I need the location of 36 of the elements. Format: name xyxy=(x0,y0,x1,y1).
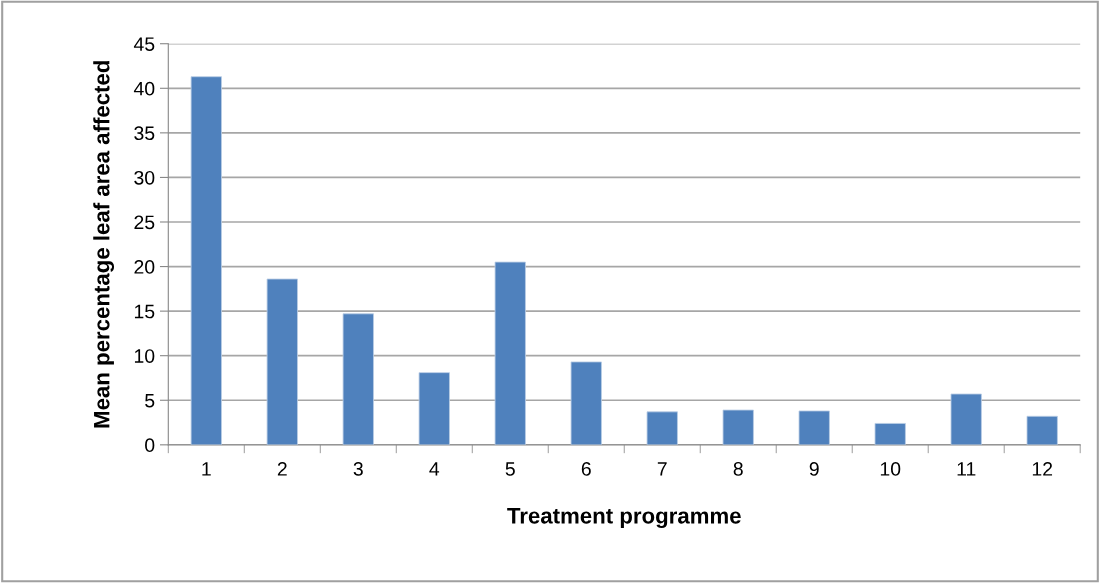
bar xyxy=(1026,415,1058,445)
bar xyxy=(646,411,678,445)
y-tick-label: 15 xyxy=(134,304,155,319)
y-tick-label: 10 xyxy=(134,349,155,363)
y-tick-label: 20 xyxy=(134,260,155,274)
y-axis-title: Mean percentage leaf area affected xyxy=(93,61,115,428)
x-tick-label: 12 xyxy=(1032,462,1053,476)
y-tick-label: 45 xyxy=(133,37,155,51)
x-axis-title: Treatment programme xyxy=(507,508,741,529)
x-tick-label: 4 xyxy=(429,462,440,476)
bar xyxy=(342,313,374,445)
x-tick-label: 6 xyxy=(581,462,591,476)
x-tick-label: 1 xyxy=(202,462,211,476)
bar xyxy=(418,372,450,445)
bar xyxy=(798,410,830,445)
y-tick-label: 40 xyxy=(133,81,155,96)
x-tick-label: 11 xyxy=(957,462,976,476)
x-tick-label: 2 xyxy=(277,462,287,476)
y-tick-label: 30 xyxy=(134,170,155,185)
x-tick-label: 10 xyxy=(880,462,901,476)
bar xyxy=(190,76,222,445)
y-tick-label: 0 xyxy=(145,438,155,453)
x-tick-label: 9 xyxy=(809,462,819,476)
bar xyxy=(570,361,602,445)
bar xyxy=(874,423,906,445)
bar xyxy=(950,393,982,445)
x-tick-label: 8 xyxy=(733,462,743,476)
x-tick-label: 3 xyxy=(353,462,363,476)
bar xyxy=(722,409,754,445)
bar xyxy=(266,278,298,445)
x-tick-label: 5 xyxy=(505,462,515,476)
bar xyxy=(494,261,526,445)
x-tick-label: 7 xyxy=(657,462,667,476)
y-tick-label: 25 xyxy=(134,215,155,230)
y-tick-label: 5 xyxy=(145,393,155,408)
y-tick-label: 35 xyxy=(134,126,155,141)
